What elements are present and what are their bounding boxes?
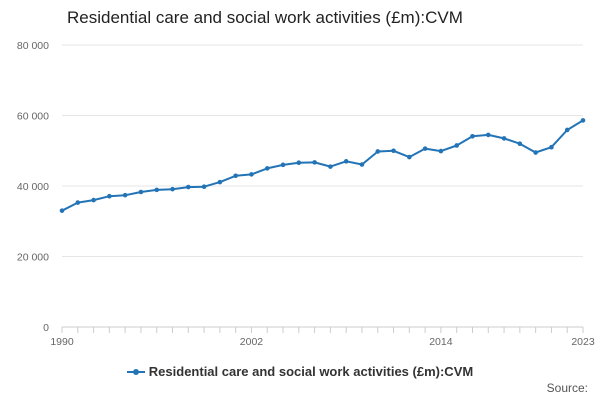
data-point (438, 148, 444, 154)
data-point (217, 179, 223, 185)
data-point (280, 162, 286, 168)
data-point (59, 208, 65, 213)
data-point (249, 172, 254, 177)
line-chart: 0 20 000 40 000 60 000 80 000 1990 2002 2014 202… (17, 40, 595, 348)
data-point (154, 187, 160, 193)
data-point (422, 146, 428, 151)
data-point (312, 160, 317, 165)
series-line (61, 119, 584, 212)
data-point (375, 149, 381, 154)
data-point (186, 184, 191, 190)
x-tick-label: 2023 (571, 336, 595, 348)
data-point (470, 133, 475, 139)
data-point (391, 148, 396, 154)
data-point (407, 154, 412, 160)
x-tick-label: 2002 (240, 336, 264, 348)
data-point (107, 193, 112, 199)
legend-label: Residential care and social work activit… (148, 364, 474, 379)
data-point (328, 164, 333, 169)
data-point (517, 141, 523, 146)
data-point (264, 166, 270, 171)
data-point (201, 184, 207, 190)
data-point (138, 189, 144, 195)
data-point (122, 192, 128, 198)
series-layer (59, 118, 586, 213)
legend[interactable]: Residential care and social work activit… (0, 364, 600, 379)
chart-title: Residential care and social work activit… (67, 8, 463, 27)
data-point (91, 197, 96, 203)
y-tick-label: 20 000 (17, 252, 49, 264)
data-point (296, 160, 302, 166)
x-tick-label: 1990 (50, 336, 74, 348)
y-tick-label: 0 (43, 322, 49, 334)
y-tick-label: 60 000 (17, 111, 49, 123)
legend-swatch-icon (126, 366, 145, 378)
data-point (359, 162, 365, 167)
data-point (533, 150, 538, 155)
data-point (233, 173, 238, 179)
data-point (485, 132, 491, 138)
data-point (549, 144, 554, 150)
data-point (580, 118, 586, 123)
gridlines (62, 44, 583, 257)
data-point (170, 186, 175, 192)
data-point (454, 143, 459, 148)
data-point (343, 159, 349, 164)
y-tick-label: 40 000 (17, 181, 49, 193)
data-point (501, 136, 507, 141)
y-tick-label: 80 000 (17, 40, 49, 52)
source-label: Source: (546, 381, 588, 395)
axes: 0 20 000 40 000 60 000 80 000 1990 2002 2014 202… (17, 40, 595, 348)
data-point (564, 127, 570, 133)
x-tick-label: 2014 (429, 336, 453, 348)
data-point (75, 200, 81, 205)
